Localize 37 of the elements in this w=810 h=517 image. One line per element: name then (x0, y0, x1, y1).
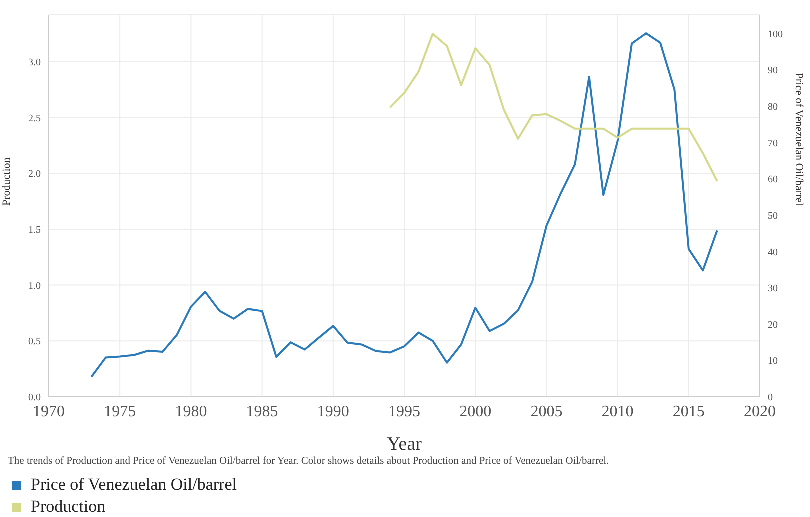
y2-tick-label: 30 (768, 284, 778, 295)
y2-axis-title: Price of Venezuelan Oil/barrel (793, 72, 806, 206)
x-tick-label: 1970 (33, 403, 65, 420)
y-tick-label: 0.5 (28, 336, 41, 348)
y2-tick-label: 20 (768, 320, 778, 331)
legend-label: Price of Venezuelan Oil/barrel (31, 475, 237, 495)
y2-tick-label: 90 (768, 66, 778, 77)
x-tick-label: 1990 (317, 403, 350, 420)
text: The trends of Production and Price of Venezuelan Oil/barrel for Year. Color shows details about Production and Price of Venezuelan Oil/barrel. (8, 456, 610, 467)
y2-tick-label: 10 (768, 356, 778, 368)
x-tick-label: 2015 (672, 403, 705, 420)
y-tick-label: 2.5 (28, 113, 41, 124)
y-tick-label: 0.0 (28, 392, 41, 404)
x-tick-label: 1980 (175, 403, 208, 420)
x-tick-label: 2005 (530, 403, 563, 420)
y2-tick-label: 70 (768, 138, 778, 150)
x-tick-label: 2000 (460, 403, 492, 420)
x-tick-label: 2020 (744, 403, 776, 420)
y2-tick-label: 0 (768, 392, 773, 404)
x-tick-label: 2010 (602, 403, 634, 420)
x-tick-label: 1995 (388, 403, 420, 420)
y-tick-label: 1.0 (28, 280, 41, 292)
x-tick-label: 1985 (246, 403, 278, 420)
x-axis-title: Year (386, 434, 423, 455)
legend-label: Production (31, 497, 106, 517)
y2-tick-label: 40 (768, 247, 778, 258)
y-tick-label: 3.0 (28, 57, 41, 68)
y2-tick-label: 60 (768, 174, 778, 186)
y2-tick-label: 80 (768, 102, 778, 114)
line-series (389, 32, 718, 182)
x-tick-label: 1975 (104, 403, 136, 420)
y-tick-label: 2.0 (28, 169, 41, 180)
y-tick-label: 1.5 (28, 225, 41, 236)
y-axis-title: Production (0, 157, 13, 206)
y2-tick-label: 100 (768, 29, 783, 40)
line-series (90, 32, 718, 378)
y2-tick-label: 50 (768, 210, 778, 222)
